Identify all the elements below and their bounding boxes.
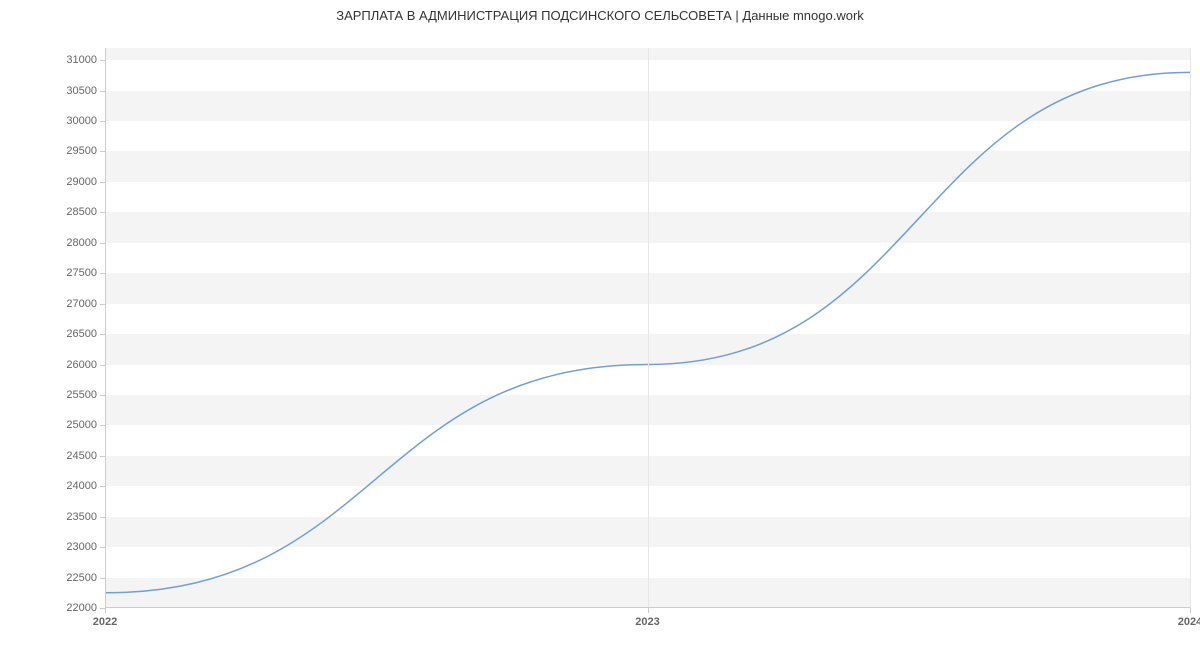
x-grid-line	[1190, 48, 1191, 608]
x-tick-label: 2022	[93, 608, 117, 628]
x-grid-line	[648, 48, 649, 608]
plot-area: 2200022500230002350024000245002500025500…	[105, 48, 1190, 608]
x-tick-label: 2024	[1178, 608, 1200, 628]
x-axis-line	[105, 607, 1190, 608]
y-axis-line	[105, 48, 106, 608]
chart-title: ЗАРПЛАТА В АДМИНИСТРАЦИЯ ПОДСИНСКОГО СЕЛ…	[0, 8, 1200, 23]
x-tick-label: 2023	[635, 608, 659, 628]
salary-chart: ЗАРПЛАТА В АДМИНИСТРАЦИЯ ПОДСИНСКОГО СЕЛ…	[0, 0, 1200, 650]
